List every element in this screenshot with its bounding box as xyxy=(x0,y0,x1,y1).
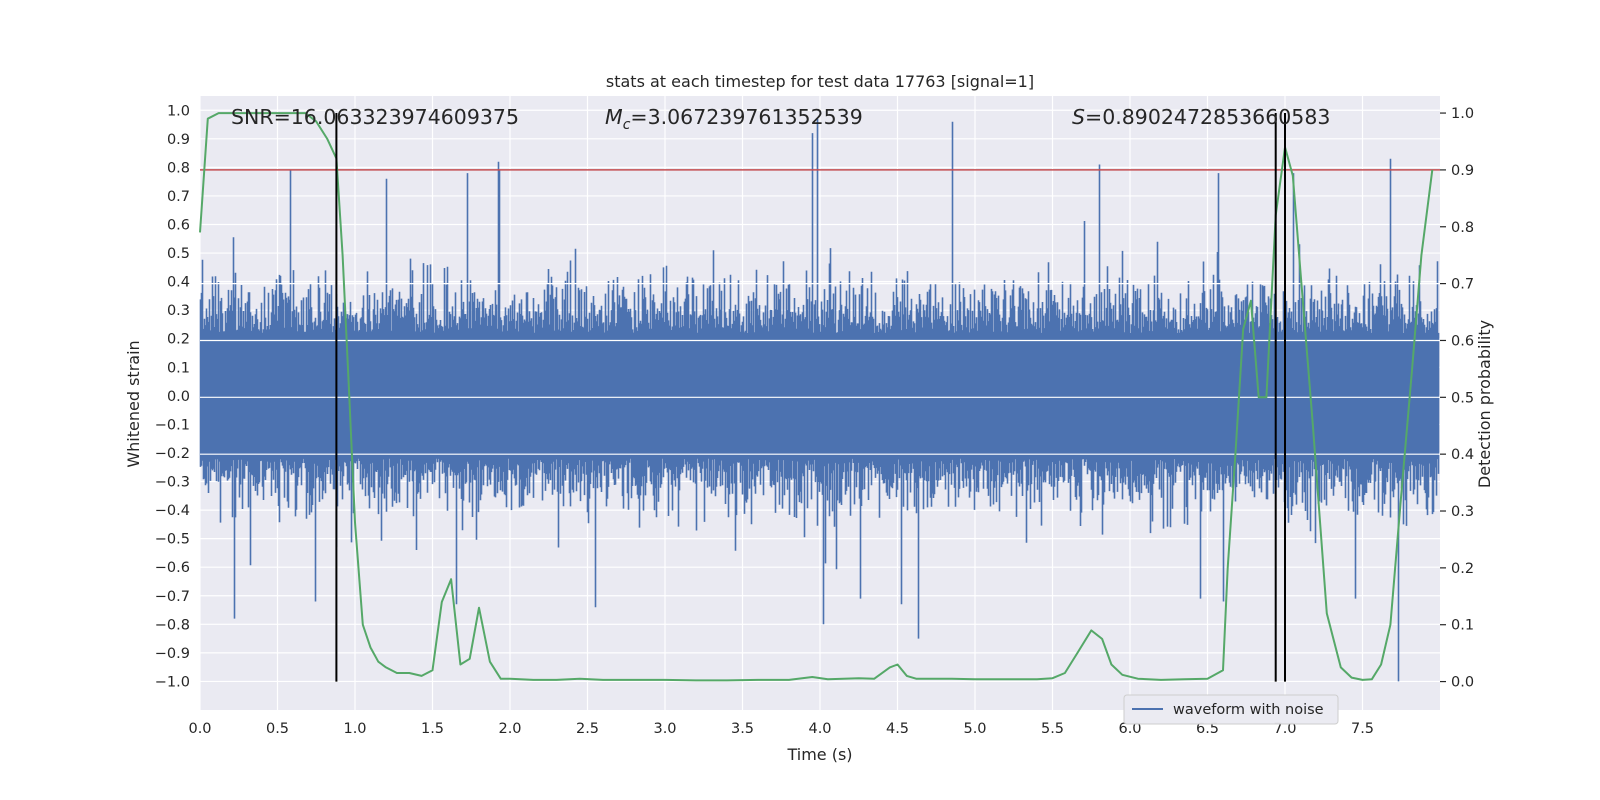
x-tick-label: 3.5 xyxy=(731,721,754,737)
x-tick-label: 3.0 xyxy=(653,721,676,737)
y2-tick-label: 1.0 xyxy=(1451,106,1474,122)
s-value: =0.8902472853660583 xyxy=(1085,105,1330,129)
mc-value: =3.067239761352539 xyxy=(630,105,862,129)
y-tick-label: −0.6 xyxy=(155,560,190,576)
chart-title: stats at each timestep for test data 177… xyxy=(606,72,1034,91)
x-tick-label: 2.5 xyxy=(576,721,599,737)
waveform-series xyxy=(199,118,1440,682)
y2-tick-label: 0.5 xyxy=(1451,390,1474,406)
y-tick-label: 0.9 xyxy=(167,132,190,148)
y-ticks: 1.0 0.9 0.8 0.7 0.6 0.5 0.4 0.3 0.2 0.1 0.0 −0.1 −0.… xyxy=(155,103,190,690)
y-tick-label: 0.3 xyxy=(167,303,190,319)
y-tick-label: 0.1 xyxy=(167,360,190,376)
y2-tick-label: 0.1 xyxy=(1451,618,1474,634)
mc-symbol: M xyxy=(605,105,623,129)
y-tick-label: 0.7 xyxy=(167,189,190,205)
y-axis-label: Whitened strain xyxy=(124,340,143,467)
y-tick-label: −0.3 xyxy=(155,475,190,491)
y-tick-label: −0.4 xyxy=(155,503,190,519)
legend-label: waveform with noise xyxy=(1173,702,1324,718)
y-tick-label: 0.8 xyxy=(167,160,190,176)
x-tick-label: 4.5 xyxy=(886,721,909,737)
x-tick-label: 1.0 xyxy=(343,721,366,737)
y2-tick-label: 0.9 xyxy=(1451,163,1474,179)
x-tick-label: 7.5 xyxy=(1351,721,1374,737)
y-tick-label: 1.0 xyxy=(167,103,190,119)
y-tick-label: −0.5 xyxy=(155,532,190,548)
probability-line xyxy=(199,112,1434,682)
y2-axis-label: Detection probability xyxy=(1475,320,1494,488)
y-tick-label: −0.1 xyxy=(155,417,190,433)
y-tick-label: 0.4 xyxy=(167,275,190,291)
y2-tick-label: 0.8 xyxy=(1451,220,1474,236)
s-symbol: S xyxy=(1072,105,1085,129)
y-tick-label: 0.2 xyxy=(167,332,190,348)
x-tick-label: 4.0 xyxy=(808,721,831,737)
y2-tick-label: 0.0 xyxy=(1451,675,1474,691)
vertical-markers xyxy=(335,113,1286,682)
y2-ticks: 1.0 0.9 0.8 0.7 0.6 0.5 0.4 0.3 0.2 0.1 0.0 xyxy=(1440,106,1474,691)
x-tick-label: 5.0 xyxy=(963,721,986,737)
x-tick-label: 2.0 xyxy=(498,721,521,737)
x-tick-label: 5.5 xyxy=(1041,721,1064,737)
y-tick-label: 0.0 xyxy=(167,389,190,405)
y-tick-label: −0.7 xyxy=(155,589,190,605)
y2-tick-label: 0.4 xyxy=(1451,447,1474,463)
y2-tick-label: 0.7 xyxy=(1451,277,1474,293)
y-tick-label: 0.6 xyxy=(167,218,190,234)
legend: waveform with noise xyxy=(1123,694,1339,725)
y2-tick-label: 0.2 xyxy=(1451,561,1474,577)
x-tick-label: 6.5 xyxy=(1196,721,1219,737)
x-axis-label: Time (s) xyxy=(786,745,852,764)
y-tick-label: −0.2 xyxy=(155,446,190,462)
s-annotation: S=0.8902472853660583 xyxy=(1072,105,1330,129)
x-tick-label: 7.0 xyxy=(1273,721,1296,737)
probability-series xyxy=(199,112,1440,682)
legend-box xyxy=(1123,694,1339,725)
mc-annotation: Mc=3.067239761352539 xyxy=(605,105,863,133)
x-tick-label: 0.5 xyxy=(266,721,289,737)
snr-annotation: SNR=16.063323974609375 xyxy=(231,105,519,129)
center-grid-overlay xyxy=(200,283,1440,455)
x-tick-label: 1.5 xyxy=(421,721,444,737)
x-tick-label: 0.0 xyxy=(188,721,211,737)
x-tick-label: 6.0 xyxy=(1118,721,1141,737)
mc-subscript: c xyxy=(623,117,631,133)
x-ticks: 0.0 0.5 1.0 1.5 2.0 2.5 3.0 3.5 4.0 4.5 5.0 5.5 6.0 6… xyxy=(188,721,1374,737)
y2-tick-label: 0.6 xyxy=(1451,333,1474,349)
y-tick-label: −1.0 xyxy=(155,674,190,690)
waveform-core xyxy=(200,338,1437,453)
y2-tick-label: 0.3 xyxy=(1451,504,1474,520)
y-tick-label: −0.8 xyxy=(155,617,190,633)
y-tick-label: 0.5 xyxy=(167,246,190,262)
y-tick-label: −0.9 xyxy=(155,646,190,662)
